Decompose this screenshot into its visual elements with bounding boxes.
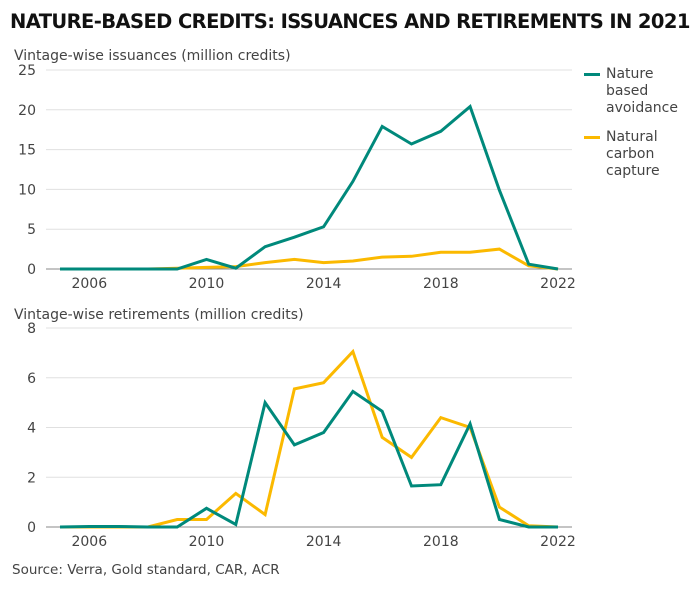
y-tick-label: 2 — [27, 470, 36, 486]
y-tick-label: 20 — [18, 103, 36, 119]
x-tick-label: 2018 — [423, 276, 459, 292]
retirements-subtitle: Vintage-wise retirements (million credit… — [14, 307, 304, 323]
y-tick-label: 0 — [27, 520, 36, 536]
x-tick-label: 2022 — [540, 534, 576, 550]
y-tick-label: 25 — [18, 63, 36, 79]
legend-text-line: capture — [606, 163, 660, 179]
legend-text-line: Natural — [606, 129, 658, 145]
y-tick-label: 4 — [27, 421, 36, 437]
y-tick-label: 0 — [27, 262, 36, 278]
y-tick-label: 8 — [27, 321, 36, 337]
x-tick-label: 2022 — [540, 276, 576, 292]
x-tick-label: 2010 — [189, 534, 225, 550]
series-line-avoidance — [60, 104, 559, 271]
issuances-subtitle: Vintage-wise issuances (million credits) — [14, 48, 291, 64]
legend-text-line: carbon — [606, 146, 655, 162]
y-tick-label: 10 — [18, 182, 36, 198]
source-note: Source: Verra, Gold standard, CAR, ACR — [12, 562, 280, 578]
legend-text-line: based — [606, 83, 649, 99]
series-line-avoidance — [59, 389, 558, 529]
legend-item-capture: Natural carbon capture — [584, 129, 678, 180]
legend-item-avoidance: Nature based avoidance — [584, 66, 678, 117]
x-tick-label: 2006 — [71, 276, 107, 292]
legend: Nature based avoidance Natural carbon ca… — [584, 66, 678, 192]
legend-swatch-avoidance — [584, 73, 600, 76]
x-tick-label: 2014 — [306, 534, 342, 550]
series-line-capture — [60, 247, 559, 271]
legend-swatch-capture — [584, 136, 600, 139]
legend-text-line: avoidance — [606, 100, 678, 116]
y-tick-label: 5 — [27, 222, 36, 238]
y-tick-label: 15 — [18, 143, 36, 159]
x-tick-label: 2010 — [189, 276, 225, 292]
x-tick-label: 2006 — [71, 534, 107, 550]
legend-text-line: Nature — [606, 66, 654, 82]
chart-title: NATURE-BASED CREDITS: ISSUANCES AND RETI… — [10, 10, 690, 33]
x-tick-label: 2014 — [306, 276, 342, 292]
x-tick-label: 2018 — [423, 534, 459, 550]
y-tick-label: 6 — [27, 371, 36, 387]
